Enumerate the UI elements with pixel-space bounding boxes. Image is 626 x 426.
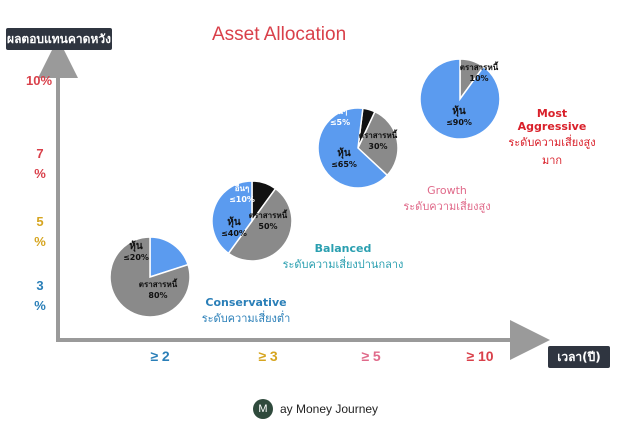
portfolio-name: Growth xyxy=(427,184,467,197)
slice-value: ≤5% xyxy=(330,118,350,127)
slice-label: ตราสารหนี้ xyxy=(139,278,178,289)
brand-logo: M xyxy=(253,399,273,419)
slice-value: ≤40% xyxy=(221,229,247,238)
slice-value: ≤65% xyxy=(331,160,357,169)
slice-label: ตราสารหนี้ xyxy=(460,61,499,72)
portfolio-risk: ระดับความเสี่ยงสูง xyxy=(403,200,491,213)
slice-value: ≤20% xyxy=(123,253,149,262)
pie-slice xyxy=(211,180,253,255)
x-tick-label: ≥ 5 xyxy=(361,348,381,364)
chart-title: Asset Allocation xyxy=(212,24,347,45)
slice-label: หุ้น xyxy=(452,105,466,117)
portfolio-name: Balanced xyxy=(314,242,372,255)
y-tick-label: 3 % xyxy=(34,278,46,313)
portfolio-label-growth: Growth ระดับความเสี่ยงสูง xyxy=(392,184,502,215)
y-tick-label: 10% xyxy=(25,73,53,88)
portfolio-risk: ระดับความเสี่ยงต่ำ xyxy=(201,312,291,325)
x-tick-label: ≥ 3 xyxy=(258,348,278,364)
y-tick-label: 7 % xyxy=(34,146,46,181)
brand-name: ay Money Journey xyxy=(280,402,379,416)
pie-slice xyxy=(419,58,501,140)
pie-slice xyxy=(357,110,399,177)
slice-value: ≤90% xyxy=(446,118,472,127)
portfolio-risk: ระดับความเสี่ยงสูงมาก xyxy=(508,136,596,167)
pie-slice xyxy=(109,236,191,318)
y-tick-label: 5 % xyxy=(34,214,46,249)
footer-brand: M ay Money Journey xyxy=(253,397,378,421)
slice-label: อื่นๆ xyxy=(235,182,250,193)
portfolio-label-balanced: Balanced ระดับความเสี่ยงปานกลาง xyxy=(280,242,406,273)
slice-value: 80% xyxy=(148,291,167,300)
slice-label: หุ้น xyxy=(129,240,143,252)
slice-label: หุ้น xyxy=(337,147,351,159)
portfolio-label-most-aggressive: Most Aggressive ระดับความเสี่ยงสูงมาก xyxy=(500,107,604,169)
slice-label: หุ้น xyxy=(227,216,241,228)
pie-slice xyxy=(317,107,389,189)
slice-value: 30% xyxy=(368,142,387,151)
slice-label: ตราสารหนี้ xyxy=(359,129,398,140)
portfolio-name: Conservative xyxy=(205,296,287,309)
slice-label: ตราสารหนี้ xyxy=(249,209,288,220)
x-tick-label: ≥ 2 xyxy=(150,348,170,364)
pie-slice xyxy=(227,187,293,262)
portfolio-label-conservative: Conservative ระดับความเสี่ยงต่ำ xyxy=(186,296,306,327)
slice-value: 10% xyxy=(469,74,488,83)
slice-label: อื่นๆ xyxy=(333,105,348,116)
x-axis-label: เวลา(ปี) xyxy=(548,346,610,368)
slice-value: 50% xyxy=(258,222,277,231)
slice-value: ≤10% xyxy=(229,195,255,204)
x-tick-label: ≥ 10 xyxy=(466,348,494,364)
portfolio-name: Most Aggressive xyxy=(517,107,587,133)
y-axis-label: ผลตอบแทนคาดหวัง xyxy=(6,28,112,50)
portfolio-risk: ระดับความเสี่ยงปานกลาง xyxy=(282,258,404,271)
